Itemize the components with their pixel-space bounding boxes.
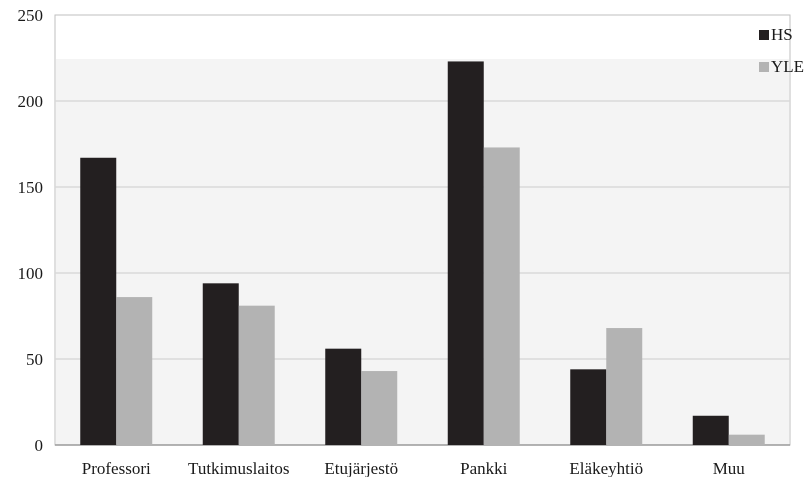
y-tick-label: 50: [26, 350, 43, 369]
y-tick-label: 200: [18, 92, 44, 111]
bar-hs-3: [447, 61, 484, 445]
x-tick-label: Eläkeyhtiö: [569, 459, 643, 477]
legend-label: YLE: [771, 57, 804, 76]
x-tick-label: Pankki: [460, 459, 508, 477]
bar-hs-4: [570, 369, 607, 445]
y-tick-label: 250: [18, 6, 44, 25]
x-tick-label: Tutkimuslaitos: [188, 459, 289, 477]
x-tick-label: Etujärjestö: [324, 459, 398, 477]
y-tick-label: 150: [18, 178, 44, 197]
x-tick-labels: Professori Tutkimuslaitos Etujärjestö Pankk…: [82, 459, 746, 477]
bar-hs-1: [202, 283, 239, 445]
plot-shaded-area: [56, 59, 789, 445]
bar-yle-1: [238, 305, 275, 445]
legend: HS YLE: [759, 25, 804, 76]
gridlines: [55, 100, 790, 446]
legend-label: HS: [771, 25, 793, 44]
bars: [80, 61, 765, 445]
y-tick-labels: 0 50 100 150 200 250: [18, 6, 44, 455]
x-tick-label: Muu: [713, 459, 746, 477]
bar-yle-0: [116, 297, 153, 445]
legend-swatch: [759, 30, 769, 40]
bar-hs-0: [80, 157, 117, 445]
bar-hs-5: [692, 415, 729, 445]
legend-swatch: [759, 62, 769, 72]
bar-yle-2: [361, 371, 398, 445]
y-tick-label: 100: [18, 264, 44, 283]
bar-yle-3: [483, 147, 520, 445]
x-tick-label: Professori: [82, 459, 151, 477]
bar-hs-2: [325, 348, 362, 445]
bar-yle-5: [728, 434, 765, 445]
y-tick-label: 0: [35, 436, 44, 455]
bar-yle-4: [606, 328, 643, 445]
